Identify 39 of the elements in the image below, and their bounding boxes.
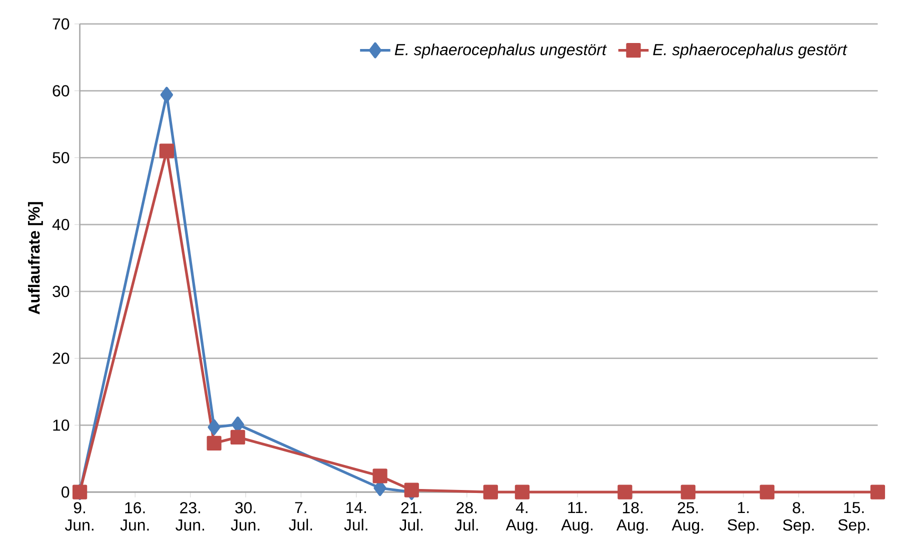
y-tick-label: 50 — [52, 152, 70, 164]
point — [230, 430, 246, 445]
x-tick-label: 15. Sep. — [838, 502, 869, 534]
y-tick-label: 30 — [52, 286, 70, 298]
point — [870, 484, 886, 500]
y-tick-label: 10 — [53, 420, 70, 432]
y-tick-label: 70 — [52, 18, 70, 30]
y-tick-label: 20 — [52, 352, 70, 364]
x-tick-label: 7. Jul. — [288, 502, 312, 531]
point — [404, 482, 419, 498]
point — [514, 484, 530, 500]
y-axis-title: Auflaufrate [%] — [28, 202, 43, 315]
x-tick-label: 14. Jul. — [344, 502, 368, 531]
point — [372, 468, 388, 484]
point — [159, 144, 174, 159]
x-tick-label: 8. Sep. — [783, 502, 814, 534]
legend-label: E. sphaerocephalus ungestört — [394, 44, 607, 59]
x-tick-label: 1. Sep. — [728, 502, 758, 534]
x-tick-label: 25. Aug. — [672, 502, 704, 534]
x-tick-label: 9. Jun. — [64, 502, 94, 531]
point — [206, 436, 222, 451]
x-tick-label: 21. Jul. — [399, 502, 423, 531]
y-tick-label: 0 — [62, 486, 70, 498]
x-tick-label: 16. Jun. — [120, 502, 149, 531]
x-tick-label: 11. Aug. — [561, 502, 592, 534]
y-tick-label: 40 — [52, 219, 70, 230]
x-tick-label: 4. Aug. — [506, 502, 538, 534]
point — [160, 87, 174, 104]
point — [760, 484, 774, 500]
x-tick-label: 28. Jul. — [454, 502, 478, 531]
point — [680, 484, 696, 500]
x-tick-label: 30. Jun. — [230, 502, 260, 531]
point — [483, 484, 498, 500]
legend-label: E. sphaerocephalus gestört — [653, 44, 848, 59]
x-tick-label: 23. Jun. — [176, 502, 204, 531]
x-tick-label: 18. Aug. — [616, 502, 648, 534]
point — [618, 484, 632, 500]
y-tick-label: 60 — [52, 85, 70, 97]
point — [208, 419, 220, 436]
